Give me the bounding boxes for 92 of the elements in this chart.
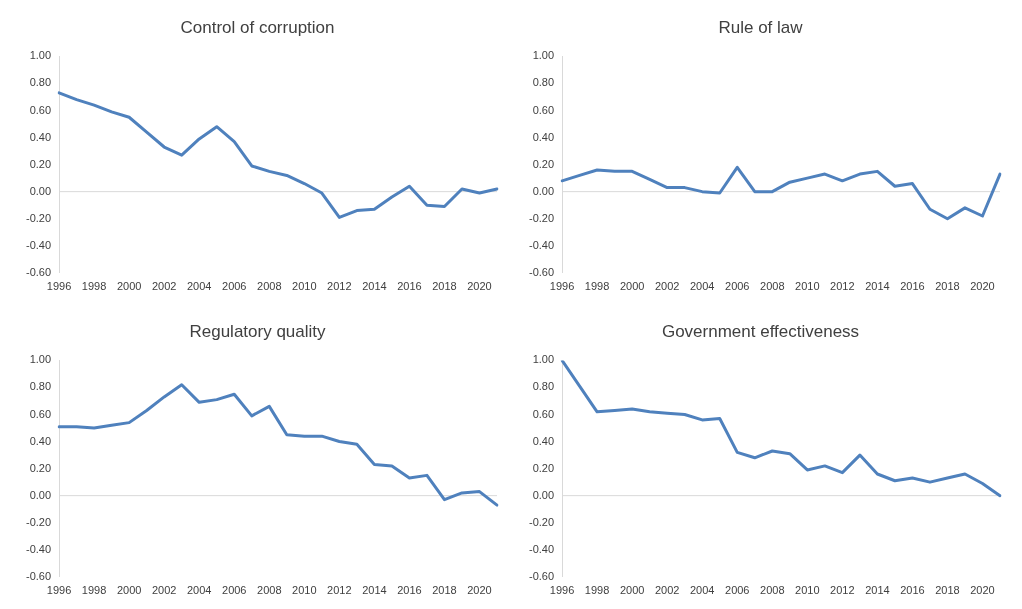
y-tick-label: -0.20	[528, 211, 555, 224]
y-tick-label: 1.00	[29, 353, 52, 366]
x-tick-label: 2002	[654, 280, 680, 293]
x-tick-label: 2014	[865, 280, 890, 293]
x-tick-label: 1996	[46, 280, 72, 293]
x-tick-label: 1998	[81, 584, 107, 597]
y-tick-label: -0.40	[25, 542, 52, 555]
x-tick-label: 2018	[935, 584, 960, 597]
x-tick-label: 1996	[549, 280, 575, 293]
x-tick-label: 2010	[795, 584, 820, 597]
x-tick-label: 1996	[46, 584, 72, 597]
x-tick-label: 2004	[689, 280, 715, 293]
y-tick-label: 0.40	[29, 130, 52, 143]
y-tick-label: -0.60	[528, 265, 555, 278]
x-tick-label: 2004	[186, 584, 212, 597]
y-tick-label: 1.00	[532, 49, 555, 62]
x-tick-label: 2000	[619, 280, 645, 293]
x-tick-label: 2020	[970, 584, 995, 597]
y-tick-label: -0.20	[25, 515, 52, 528]
x-tick-label: 2012	[830, 584, 855, 597]
x-tick-label: 2012	[830, 280, 855, 293]
y-tick-label: -0.40	[528, 238, 555, 251]
y-tick-label: 1.00	[29, 49, 52, 62]
x-tick-label: 2008	[760, 280, 785, 293]
x-tick-label: 2004	[689, 584, 715, 597]
y-tick-label: 1.00	[532, 353, 555, 366]
x-tick-label: 1998	[81, 280, 107, 293]
x-tick-label: 2000	[619, 584, 645, 597]
x-tick-label: 2020	[467, 280, 492, 293]
y-tick-label: 0.40	[29, 434, 52, 447]
y-tick-label: 0.80	[532, 380, 555, 393]
y-tick-label: 0.40	[532, 434, 555, 447]
x-tick-label: 2014	[865, 584, 890, 597]
y-tick-label: 0.20	[29, 157, 52, 170]
y-tick-label: -0.40	[528, 542, 555, 555]
chart-title: Control of corruption	[180, 17, 335, 37]
x-tick-label: 2010	[795, 280, 820, 293]
y-tick-label: 0.60	[532, 103, 555, 116]
chart-title: Government effectiveness	[661, 321, 860, 341]
x-tick-label: 2016	[397, 584, 422, 597]
y-tick-label: 0.60	[29, 103, 52, 116]
x-tick-label: 2008	[760, 584, 785, 597]
x-tick-label: 2018	[432, 280, 457, 293]
x-tick-label: 2016	[900, 584, 925, 597]
x-tick-label: 2002	[151, 280, 177, 293]
x-tick-label: 2002	[654, 584, 680, 597]
y-tick-label: 0.80	[532, 76, 555, 89]
x-tick-label: 2020	[467, 584, 492, 597]
x-tick-label: 2018	[432, 584, 457, 597]
x-tick-label: 1998	[584, 280, 610, 293]
x-tick-label: 1998	[584, 584, 610, 597]
x-tick-label: 2006	[725, 584, 750, 597]
x-tick-label: 2020	[970, 280, 995, 293]
y-tick-label: 0.00	[29, 184, 52, 197]
y-tick-label: 0.00	[532, 184, 555, 197]
x-tick-label: 2010	[292, 280, 317, 293]
y-tick-label: 0.20	[29, 461, 52, 474]
x-tick-label: 2012	[327, 280, 352, 293]
y-tick-label: -0.60	[25, 265, 52, 278]
x-tick-label: 2016	[900, 280, 925, 293]
x-tick-label: 2008	[257, 584, 282, 597]
y-tick-label: 0.60	[532, 407, 555, 420]
y-tick-label: 0.00	[29, 488, 52, 501]
x-tick-label: 2012	[327, 584, 352, 597]
x-tick-label: 2000	[116, 280, 142, 293]
x-tick-label: 2016	[397, 280, 422, 293]
chart-title: Regulatory quality	[189, 321, 327, 341]
x-tick-label: 2006	[222, 280, 247, 293]
y-tick-label: 0.80	[29, 380, 52, 393]
y-tick-label: 0.00	[532, 488, 555, 501]
x-tick-label: 2006	[725, 280, 750, 293]
x-tick-label: 2006	[222, 584, 247, 597]
x-tick-label: 2004	[186, 280, 212, 293]
y-tick-label: 0.20	[532, 157, 555, 170]
x-tick-label: 2018	[935, 280, 960, 293]
y-tick-label: -0.20	[528, 515, 555, 528]
y-tick-label: -0.60	[25, 569, 52, 582]
x-tick-label: 2002	[151, 584, 177, 597]
x-tick-label: 2010	[292, 584, 317, 597]
chart-title: Rule of law	[718, 17, 804, 37]
y-tick-label: 0.60	[29, 407, 52, 420]
x-tick-label: 2000	[116, 584, 142, 597]
x-tick-label: 2014	[362, 584, 387, 597]
y-tick-label: 0.40	[532, 130, 555, 143]
y-tick-label: 0.20	[532, 461, 555, 474]
y-tick-label: 0.80	[29, 76, 52, 89]
y-tick-label: -0.20	[25, 211, 52, 224]
x-tick-label: 2014	[362, 280, 387, 293]
x-tick-label: 2008	[257, 280, 282, 293]
x-tick-label: 1996	[549, 584, 575, 597]
y-tick-label: -0.60	[528, 569, 555, 582]
y-tick-label: -0.40	[25, 238, 52, 251]
